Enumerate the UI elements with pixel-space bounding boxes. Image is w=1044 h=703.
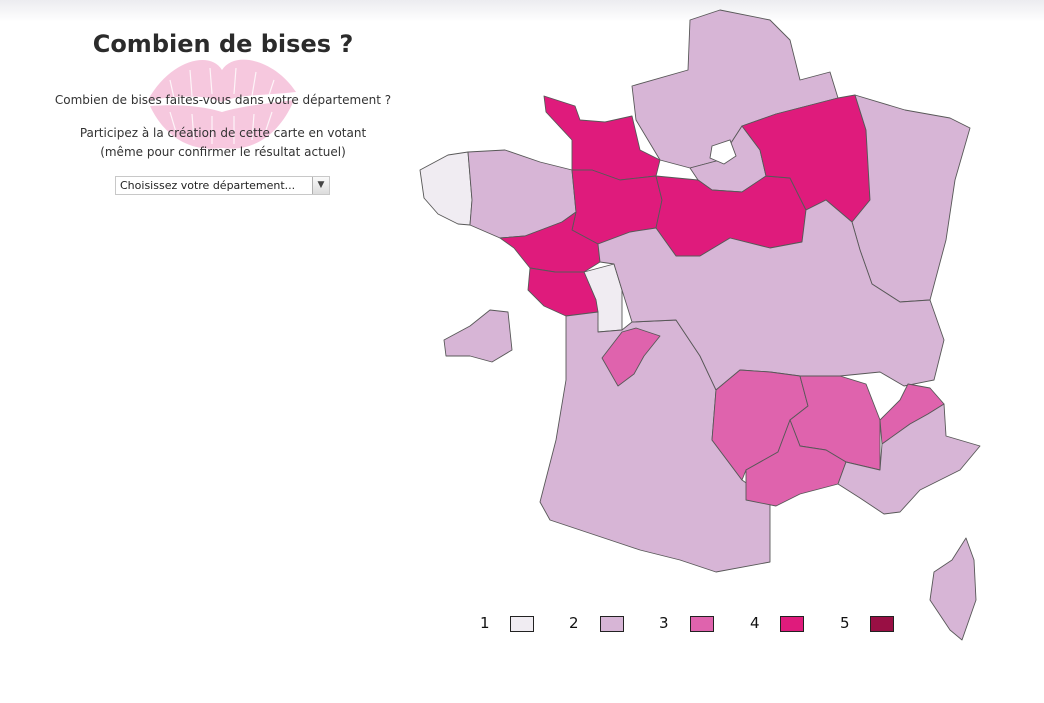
region-ile-de-re[interactable] [443, 309, 513, 363]
legend-label-5: 5 [840, 614, 850, 632]
invite-line-1: Participez à la création de cette carte … [79, 126, 367, 140]
legend-label-1: 1 [480, 614, 490, 632]
page-title: Combien de bises ? [92, 30, 354, 58]
region-sud-ouest[interactable] [539, 311, 771, 573]
region-normandie[interactable] [543, 95, 661, 181]
legend-label-3: 3 [659, 614, 669, 632]
region-provence[interactable] [837, 403, 981, 515]
legend-swatch-1 [510, 616, 534, 632]
kiss-lips-logo [148, 59, 296, 149]
question-text: Combien de bises faites-vous dans votre … [54, 93, 392, 107]
region-est[interactable] [851, 94, 971, 303]
legend-swatch-4 [780, 616, 804, 632]
legend-swatch-3 [690, 616, 714, 632]
legend-label-4: 4 [750, 614, 760, 632]
side-panel: Combien de bises ? Combien de bises fait… [0, 0, 446, 230]
region-bretagne-ouest[interactable] [419, 151, 473, 226]
region-centre-sud[interactable] [597, 199, 945, 391]
region-charente[interactable] [601, 327, 661, 387]
legend-swatch-5 [870, 616, 894, 632]
top-bar [0, 0, 1044, 22]
invite-line-2: (même pour confirmer le résultat actuel) [100, 145, 346, 159]
paris-hole [709, 139, 737, 165]
region-corse[interactable] [929, 537, 977, 641]
invite-text: Participez à la création de cette carte … [0, 124, 446, 162]
chevron-down-icon[interactable]: ▼ [312, 177, 329, 194]
region-nord[interactable] [631, 9, 839, 169]
legend-label-2: 2 [569, 614, 579, 632]
legend-swatch-2 [600, 616, 624, 632]
department-select-value: Choisissez votre département... [120, 179, 296, 192]
department-select[interactable]: Choisissez votre département... ▼ [115, 176, 330, 195]
